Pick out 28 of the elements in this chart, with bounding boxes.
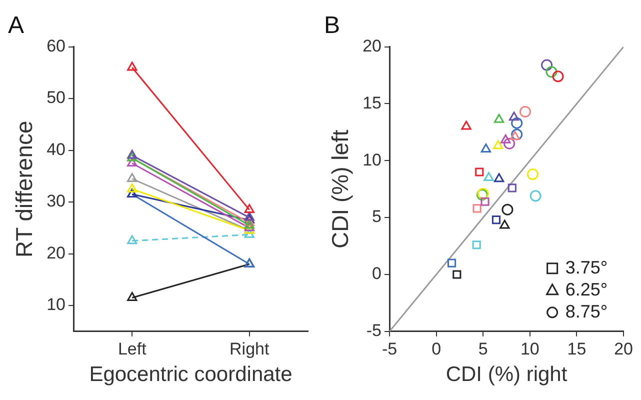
y-tick-label: -5 [366, 321, 382, 340]
legend-label: 3.75° [565, 257, 608, 278]
x-tick-label: 5 [478, 339, 488, 358]
y-axis-title: CDI (%) left [327, 129, 354, 249]
y-tick-label: 40 [46, 140, 66, 159]
x-tick-label: 15 [567, 339, 586, 358]
legend-label: 8.75° [565, 301, 608, 322]
y-tick-label: 60 [46, 36, 66, 56]
y-tick-label: 10 [362, 150, 382, 170]
y-tick-label: 0 [372, 264, 382, 284]
y-tick-label: 15 [362, 93, 382, 112]
chart-title: A [8, 12, 24, 40]
x-tick-label: Left [118, 339, 147, 358]
x-axis-title: CDI (%) right [446, 363, 568, 386]
x-tick-label: 20 [614, 339, 634, 358]
x-axis-title: Egocentric coordinate [89, 363, 292, 386]
y-tick-label: 20 [46, 243, 66, 262]
y-axis-title: RT difference [11, 120, 38, 258]
x-tick-label: 0 [432, 339, 442, 358]
y-tick-label: 30 [46, 192, 66, 211]
y-tick-label: 20 [362, 36, 382, 56]
chart-title: B [324, 12, 340, 40]
y-tick-label: 5 [372, 207, 382, 226]
legend-label: 6.25° [565, 279, 608, 300]
x-tick-label: Right [230, 339, 270, 358]
y-tick-label: 50 [46, 88, 66, 108]
y-tick-label: 10 [46, 295, 66, 314]
x-tick-label: 10 [520, 339, 540, 358]
